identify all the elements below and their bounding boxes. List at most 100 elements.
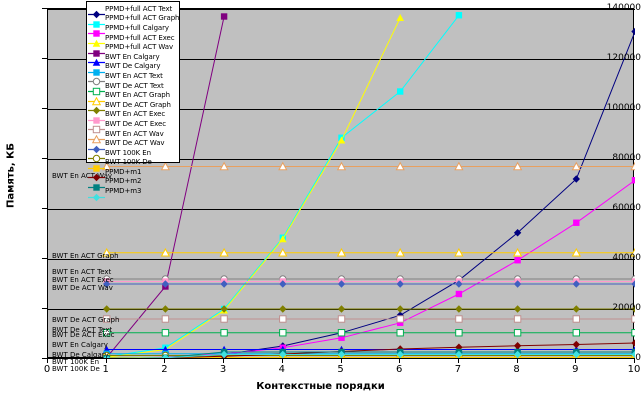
y-tick-label: 40000	[612, 253, 641, 263]
x-tick-label: 3	[219, 364, 227, 375]
legend-marker-icon	[88, 158, 105, 172]
legend-marker-icon	[88, 177, 105, 191]
legend-item[interactable]: PPMD+m2	[88, 177, 179, 191]
legend-item[interactable]: PPMD+full ACT Exec	[88, 33, 179, 47]
legend-marker-icon	[88, 91, 105, 105]
legend-marker-icon	[88, 4, 105, 19]
legend-label: BWT En ACT Text	[105, 71, 163, 80]
legend-label: BWT En Calgary	[105, 52, 160, 61]
x-tick-mark	[399, 359, 401, 363]
y-tick-label: 0	[635, 353, 641, 363]
legend-label: PPMD+full ACT Graph	[105, 14, 180, 23]
legend-label: BWT De Calgary	[105, 62, 161, 71]
legend-item[interactable]: BWT En ACT Wav	[88, 129, 179, 144]
legend-label: PPMD+full ACT Exec	[105, 33, 175, 42]
legend-item[interactable]: PPMD+full Calgary	[88, 23, 179, 38]
legend-item[interactable]: PPMD+full ACT Text	[88, 4, 179, 19]
series-layer	[102, 12, 635, 359]
legend-label: BWT En ACT Wav	[105, 129, 164, 138]
legend-label: BWT En ACT Exec	[105, 110, 166, 119]
legend-marker-icon	[88, 33, 105, 47]
legend-marker-icon	[88, 119, 105, 134]
legend-marker-icon	[88, 139, 105, 153]
legend-item[interactable]: BWT De ACT Graph	[88, 100, 179, 115]
x-tick-label: 8	[513, 364, 520, 375]
legend-label: BWT De ACT Exec	[105, 119, 166, 128]
y-tick-mark	[42, 208, 47, 209]
x-tick-mark	[47, 359, 48, 363]
legend-label: PPMD+full ACT Text	[105, 4, 173, 13]
legend-label: PPMD+m1	[105, 167, 142, 176]
legend-item[interactable]: BWT De ACT Exec	[88, 119, 179, 134]
x-tick-mark	[105, 359, 107, 363]
legend-label: PPMD+full Calgary	[105, 23, 169, 32]
legend-marker-icon	[88, 148, 105, 163]
legend-item[interactable]: PPMD+m3	[88, 186, 179, 201]
legend-item[interactable]: BWT En ACT Text	[88, 71, 179, 86]
x-tick-label: 0	[43, 364, 51, 375]
legend-item[interactable]: BWT En ACT Graph	[88, 90, 179, 105]
plot-data-label: BWT De ACT Text	[52, 326, 113, 334]
legend-marker-icon	[88, 167, 105, 182]
x-tick-label: 2	[161, 364, 168, 375]
x-axis-title: Контекстные порядки	[256, 381, 385, 392]
legend-item[interactable]: BWT En ACT Exec	[88, 110, 179, 124]
legend-label: BWT De ACT Graph	[105, 100, 171, 109]
y-tick-label: 120000	[606, 53, 641, 63]
y-tick-label: 20000	[612, 303, 641, 313]
legend-item[interactable]: BWT De ACT Text	[88, 81, 179, 96]
y-tick-label: 100000	[606, 103, 641, 113]
legend-item[interactable]: BWT 100K En	[88, 148, 179, 163]
x-tick-label: 6	[396, 364, 403, 375]
x-axis-line	[47, 358, 635, 359]
x-tick-mark	[457, 359, 459, 363]
legend-marker-icon	[88, 43, 105, 57]
plot-data-label: BWT En ACT Exec	[52, 276, 114, 284]
y-tick-label: 60000	[612, 203, 641, 213]
plot-data-label: BWT De ACT Wav	[52, 284, 113, 292]
legend-item[interactable]: PPMD+full ACT Graph	[88, 14, 180, 28]
y-tick-mark	[42, 108, 47, 109]
legend-label: BWT En ACT Graph	[105, 91, 170, 100]
legend-item[interactable]: PPMD+full ACT Wav	[88, 42, 179, 57]
legend-label: PPMD+full ACT Wav	[105, 43, 174, 52]
x-tick-mark	[164, 359, 166, 363]
legend-marker-icon	[88, 52, 105, 66]
y-axis-line	[47, 8, 48, 359]
x-tick-label: 4	[278, 364, 285, 375]
plot-data-label: BWT 100K En	[52, 358, 100, 366]
y-tick-mark	[42, 258, 47, 259]
y-tick-mark	[42, 58, 47, 59]
legend-item[interactable]: BWT En Calgary	[88, 52, 179, 66]
plot-data-label: BWT En ACT Text	[52, 268, 112, 276]
legend-label: PPMD+m3	[105, 187, 142, 196]
x-tick-label: 5	[337, 364, 344, 375]
plot-data-label: BWT De Calgary	[52, 351, 109, 359]
legend-marker-icon	[88, 110, 105, 124]
plot-data-label: BWT De ACT Graph	[52, 316, 120, 324]
legend-item[interactable]: BWT De Calgary	[88, 62, 179, 76]
legend-label: BWT 100K De	[105, 158, 152, 167]
plot-data-label: BWT En ACT Graph	[52, 252, 119, 260]
legend-item[interactable]: BWT De ACT Wav	[88, 138, 179, 153]
plot-data-label: BWT De ACT Exec	[52, 331, 115, 339]
legend-item[interactable]: BWT 100K De	[88, 158, 179, 172]
x-tick-label: 7	[454, 364, 462, 375]
legend-label: BWT 100K En	[105, 148, 151, 157]
legend-marker-icon	[88, 100, 105, 115]
x-tick-label: 10	[627, 364, 641, 375]
legend-label: BWT De ACT Text	[105, 81, 164, 90]
x-tick-mark	[634, 359, 635, 363]
x-tick-mark	[281, 359, 283, 363]
x-tick-label: 9	[572, 364, 579, 375]
legend-item[interactable]: PPMD+m1	[88, 167, 179, 182]
legend-label: BWT De ACT Wav	[105, 139, 165, 148]
legend-label: PPMD+m2	[105, 177, 142, 186]
plot-data-label: BWT En ACT Wav	[52, 172, 113, 180]
legend-marker-icon	[88, 14, 105, 28]
y-axis-title: Память, КБ	[5, 143, 17, 208]
plot-data-label: BWT En Calgary	[52, 341, 108, 349]
y-tick-mark	[42, 308, 47, 309]
x-tick-mark	[223, 359, 225, 363]
